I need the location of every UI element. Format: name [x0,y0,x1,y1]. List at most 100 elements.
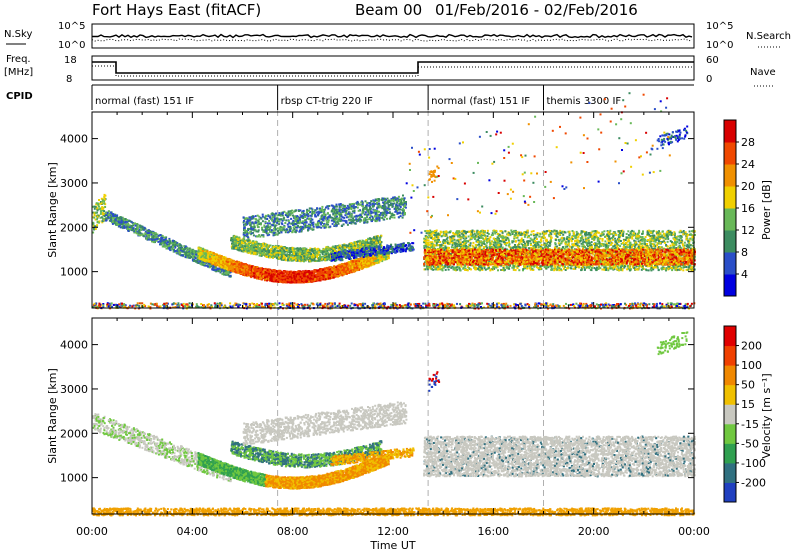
data-cell [271,275,274,278]
data-cell [150,235,153,238]
data-cell [177,251,180,254]
data-cell [101,208,104,210]
noise-right-label: N.Search [746,31,791,42]
data-cell [136,228,139,230]
data-cell [118,221,120,224]
data-cell [187,249,190,252]
data-cell [126,226,129,229]
data-cell [228,260,231,263]
data-cell [289,275,291,278]
data-cell [130,220,133,223]
noise-left-tick-bottom: 10^0 [58,40,85,51]
data-cell [161,239,164,242]
data-cell [120,219,123,222]
data-cell [92,221,95,224]
data-cell [245,265,248,268]
data-cell [214,266,217,269]
data-cell [380,256,383,259]
data-cell [92,211,95,214]
data-cell [325,270,328,273]
data-cell [123,226,126,229]
data-cell [189,248,192,251]
data-cell [96,224,99,227]
data-cell [152,231,155,234]
data-cell [179,250,182,253]
data-cell [206,250,209,253]
data-cell [183,251,186,254]
data-cell [366,257,369,260]
data-cell [159,239,162,242]
data-cell [182,254,184,257]
data-cell [146,232,149,234]
data-cell [220,255,223,258]
data-cell [220,270,223,273]
data-cell [104,206,107,208]
data-cell [138,230,141,233]
data-cell [109,217,112,220]
data-cell [213,256,216,259]
data-cell [210,251,213,254]
data-cell [225,271,228,274]
data-cell [184,245,187,248]
data-cell [186,247,189,250]
data-cell [279,279,282,282]
cpid-segment-label: themis 3300 IF [547,96,622,107]
data-cell [100,197,103,200]
data-cell [184,247,187,250]
data-cell [161,235,164,237]
data-cell [357,264,360,267]
date-range: 01/Feb/2016 - 02/Feb/2016 [435,1,638,19]
data-cell [157,240,160,243]
data-cell [95,211,98,214]
data-cell [96,221,99,224]
search-noise-trace [91,38,693,42]
data-cell [321,270,324,273]
data-cell [268,268,271,271]
data-cell [285,278,288,281]
data-cell [100,202,103,205]
data-cell [102,217,105,220]
data-cell [270,278,273,280]
data-cell [193,258,196,261]
data-cell [319,273,322,276]
data-cell [92,227,95,230]
data-cell [327,277,330,280]
data-cell [356,267,359,270]
data-cell [182,249,185,252]
data-cell [188,253,191,256]
data-cell [99,202,102,205]
data-cell [358,260,361,263]
data-cell [230,267,233,270]
data-cell [122,221,125,224]
data-cell [163,240,166,243]
data-cell [111,216,114,219]
data-cell [177,243,180,246]
data-cell [99,201,102,203]
data-cell [165,239,168,242]
data-cell [95,203,98,206]
data-cell [179,252,182,255]
nave-tick-bottom: 0 [706,74,712,85]
data-cell [96,218,98,221]
data-cell [375,257,377,260]
data-cell [223,267,226,270]
data-cell [154,241,156,244]
data-cell [290,281,293,284]
data-cell [286,274,289,277]
data-cell [244,272,247,275]
data-cell [110,221,113,224]
noise-right-tick-top: 10^5 [706,21,733,32]
data-cell [105,217,108,220]
data-cell [130,224,133,227]
data-cell [218,268,221,271]
data-cell [219,271,222,274]
data-cell [242,263,245,265]
data-cell [301,278,304,281]
data-cell [156,237,159,239]
data-cell [96,215,99,218]
data-cell [159,234,162,236]
nave-tick-top: 60 [706,55,719,66]
data-cell [93,216,96,219]
data-cell [192,251,194,254]
data-cell [138,224,141,227]
